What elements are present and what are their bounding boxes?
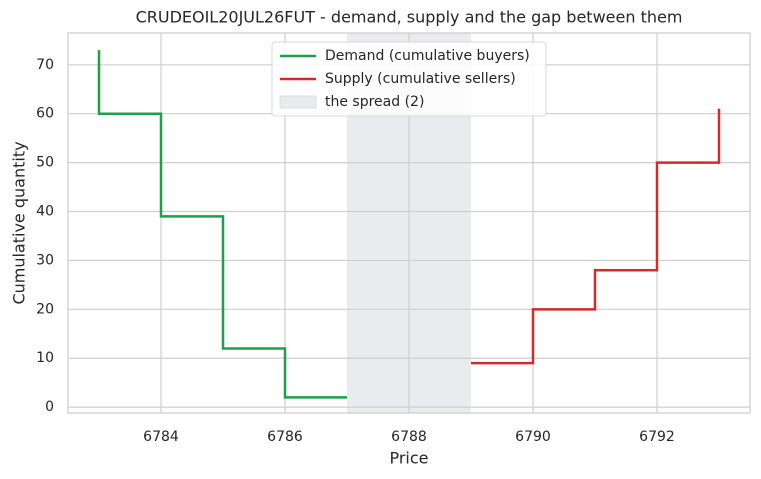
step-line	[471, 108, 721, 365]
y-tick-label: 10	[36, 350, 54, 366]
x-tick-label: 6788	[391, 429, 427, 445]
y-tick-label: 20	[36, 301, 54, 317]
x-tick-label: 6784	[143, 429, 179, 445]
x-tick-label: 6792	[639, 429, 675, 445]
plot-frame	[67, 32, 751, 414]
y-tick-label: 70	[36, 57, 54, 73]
x-tick-label: 6790	[515, 429, 551, 445]
y-tick-label: 30	[36, 252, 54, 268]
y-tick-label: 60	[36, 106, 54, 122]
legend-swatch	[279, 95, 317, 109]
legend-label: Supply (cumulative sellers)	[325, 71, 516, 87]
x-tick-label: 6786	[267, 429, 303, 445]
legend-label: Demand (cumulative buyers)	[325, 48, 530, 64]
x-axis-label: Price	[389, 449, 428, 468]
y-tick-label: 50	[36, 155, 54, 171]
step-line	[97, 50, 347, 399]
legend: Demand (cumulative buyers) Supply (cumula…	[271, 41, 547, 117]
y-axis-label: Cumulative quantity	[10, 141, 29, 304]
legend-label: the spread (2)	[325, 94, 424, 110]
y-tick-label: 0	[45, 399, 54, 415]
legend-box	[271, 41, 547, 117]
chart-title: CRUDEOIL20JUL26FUT - demand, supply and …	[136, 8, 683, 27]
y-tick-label: 40	[36, 204, 54, 220]
